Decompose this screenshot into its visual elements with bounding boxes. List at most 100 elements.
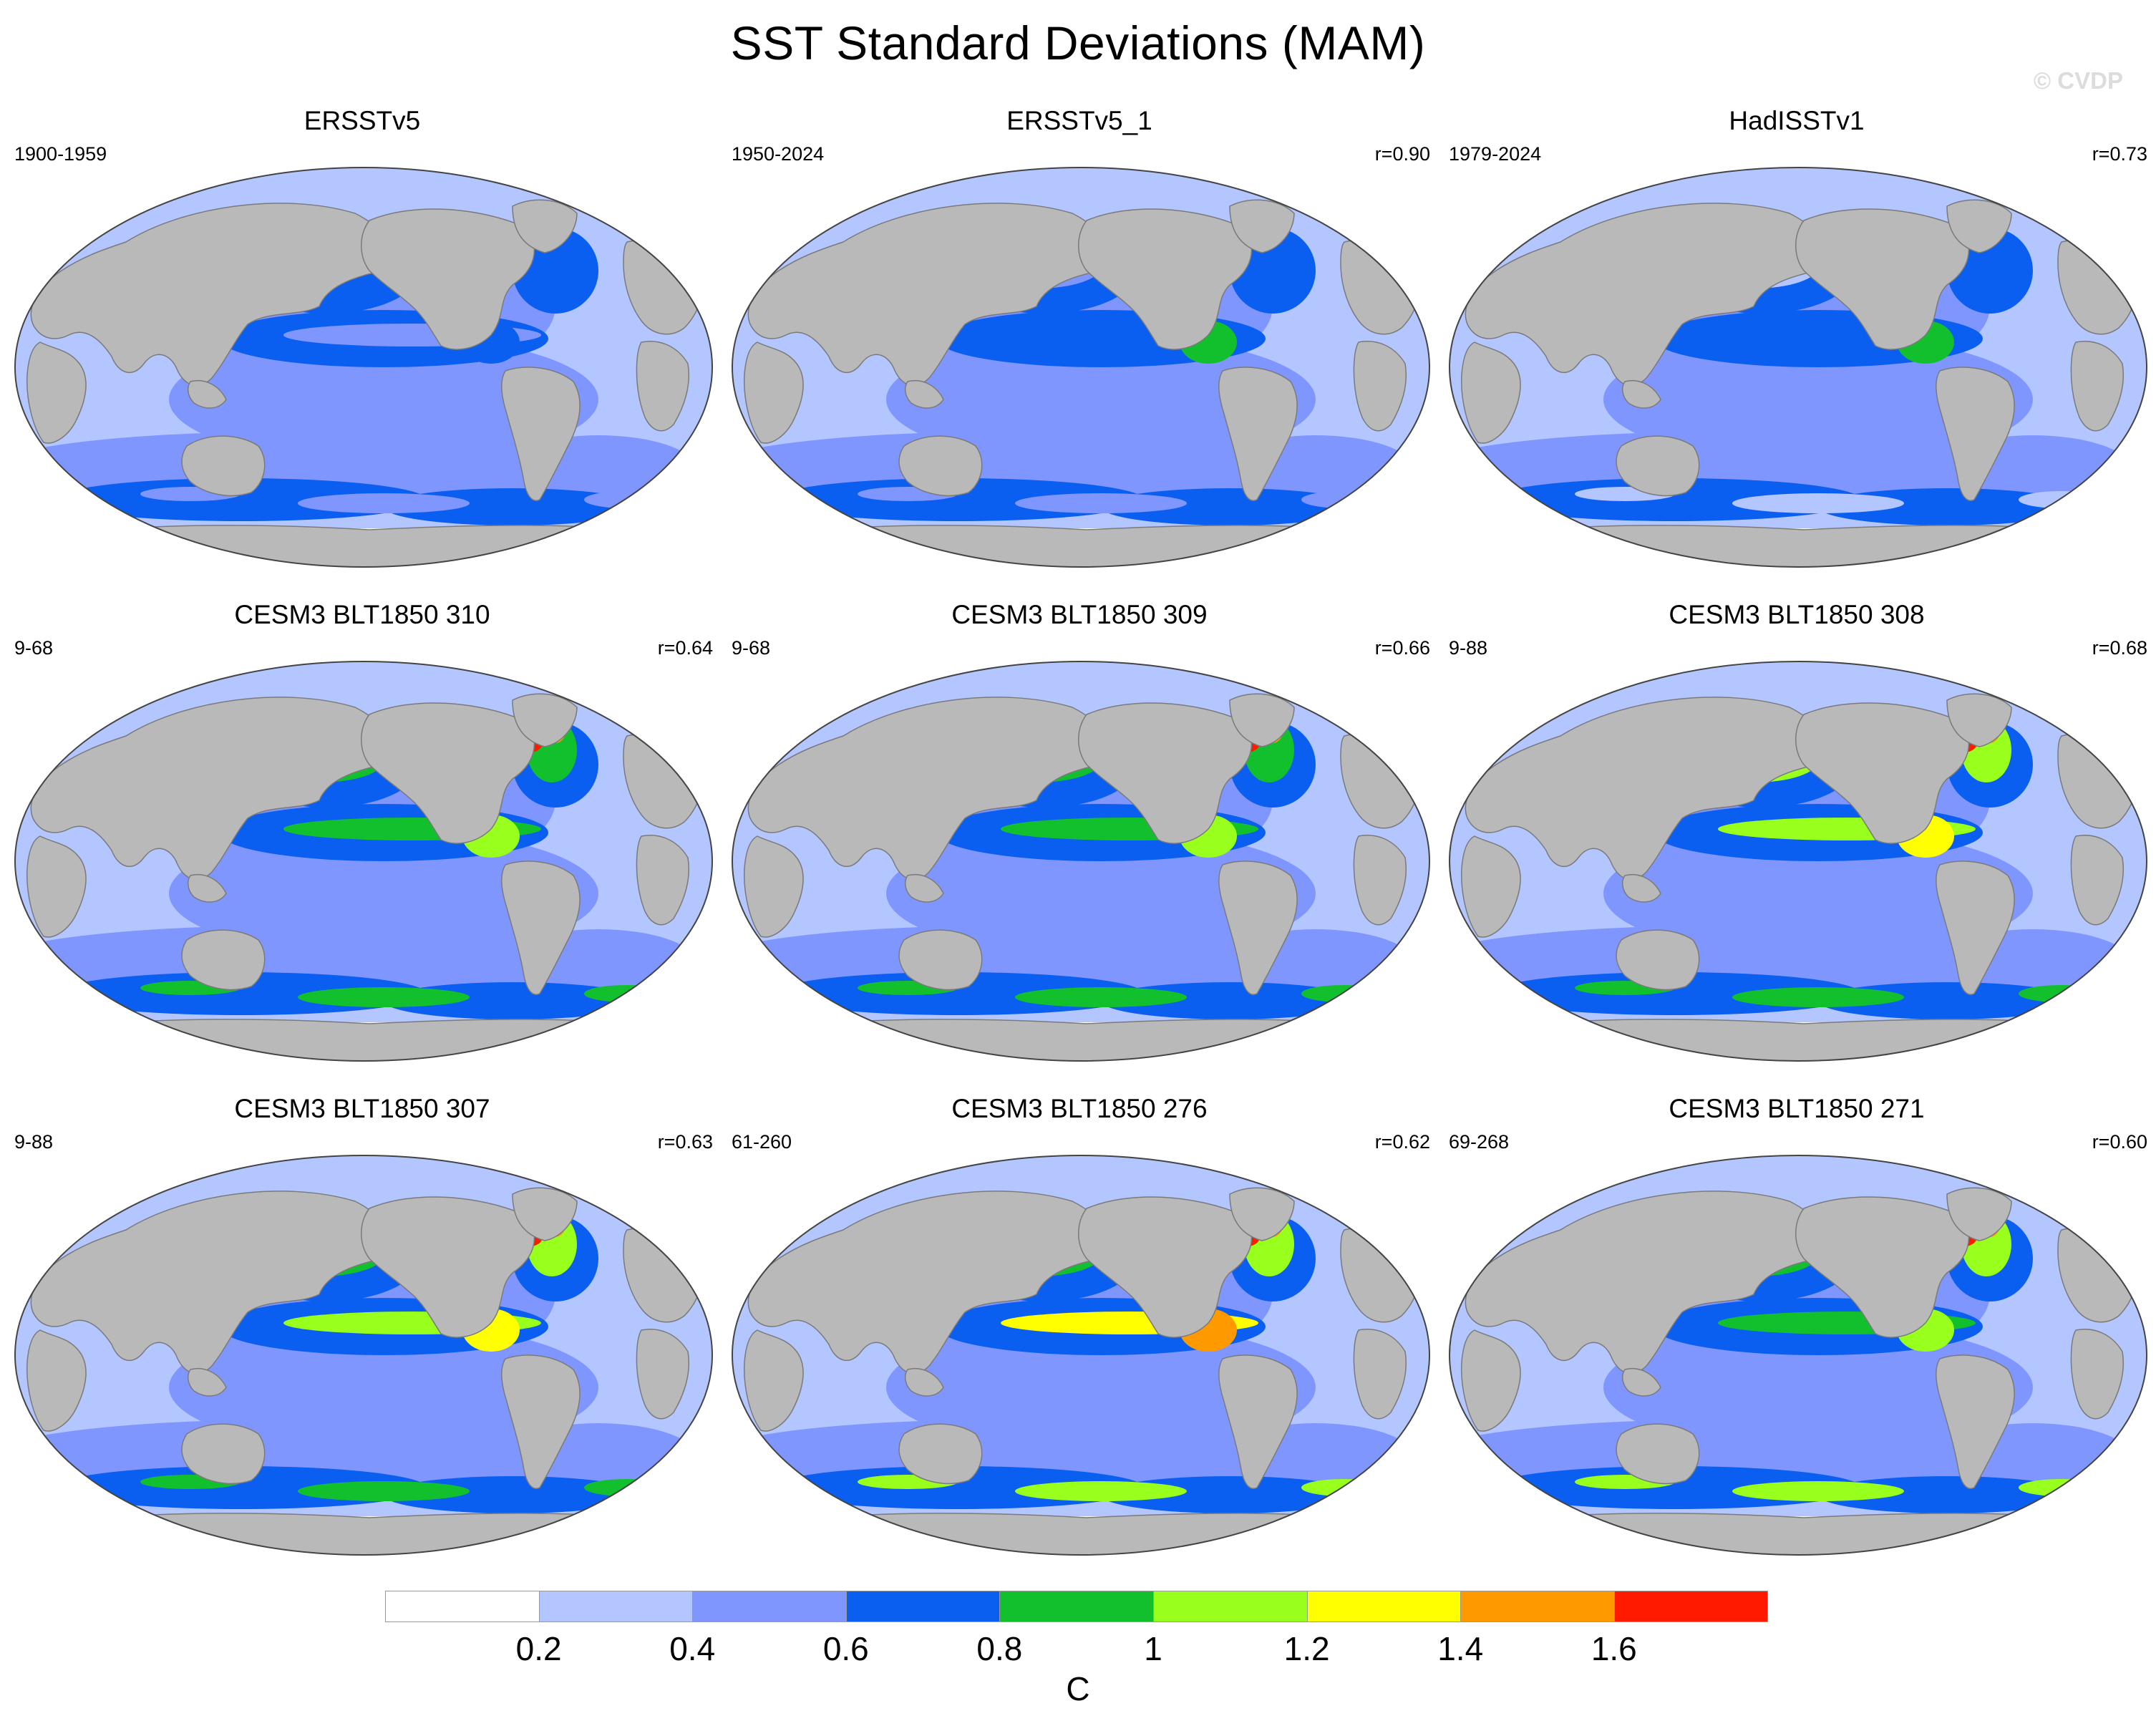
land-samerica [1218, 367, 1298, 501]
land-namerica [1795, 1196, 1970, 1338]
colorbar-tick-label: 1.4 [1437, 1630, 1484, 1667]
land-samerica [501, 367, 581, 501]
panel-title: CESM3 BLT1850 307 [234, 1094, 490, 1123]
globe-map [14, 1155, 713, 1556]
land-antarctica [771, 1513, 1395, 1555]
land-namerica [1795, 702, 1970, 844]
panel-title: CESM3 BLT1850 310 [234, 600, 490, 629]
land-africa2 [636, 835, 690, 926]
land-africa2 [2070, 835, 2125, 926]
panel-title: CESM3 BLT1850 271 [1669, 1094, 1925, 1123]
globe-outline [732, 1155, 1430, 1556]
land-namerica [361, 208, 535, 350]
map-panel: CESM3 BLT1850 309 9-68 r=0.66 [722, 600, 1437, 1065]
panel-period: 9-88 [14, 1131, 54, 1153]
land-antarctica [771, 525, 1395, 567]
land-africa2 [2070, 341, 2125, 432]
land-greenland [512, 199, 578, 253]
panel-title: HadISSTv1 [1729, 106, 1865, 135]
map-panel: CESM3 BLT1850 276 61-260 r=0.62 [722, 1094, 1437, 1559]
land-greenland [1946, 1187, 2012, 1241]
land-australia [181, 1423, 266, 1485]
land-seasia [187, 1368, 227, 1397]
panel-title: CESM3 BLT1850 309 [951, 600, 1208, 629]
land-africa [1460, 341, 1521, 444]
land-africa [1460, 835, 1521, 938]
land-africa [26, 1329, 87, 1432]
land-africa [26, 835, 87, 938]
land-australia [1616, 929, 1700, 991]
panel-correlation: r=0.66 [1374, 637, 1430, 659]
land-africa2 [1353, 1329, 1407, 1420]
land-seasia [187, 380, 227, 409]
colorbar-tick-label: 1 [1144, 1630, 1162, 1667]
land-samerica [501, 1354, 581, 1489]
globe-outline [14, 167, 713, 568]
globe-map [1449, 1155, 2147, 1556]
land-antarctica [771, 1019, 1395, 1061]
globe-outline [14, 661, 713, 1062]
colorbar-box [692, 1591, 847, 1622]
land-africa [743, 1329, 804, 1432]
colorbar-tick-label: 0.2 [515, 1630, 562, 1667]
colorbar [385, 1591, 1769, 1624]
panel-correlation: r=0.62 [1374, 1131, 1430, 1153]
colorbar-box [999, 1591, 1154, 1622]
land-seasia [1621, 874, 1661, 903]
panel-correlation: r=0.64 [657, 637, 713, 659]
land-namerica [361, 1196, 535, 1338]
globe-map [732, 661, 1430, 1062]
land-africa2 [1353, 835, 1407, 926]
globe-map [1449, 661, 2147, 1062]
land-africa2 [2070, 1329, 2125, 1420]
land-seasia [904, 380, 944, 409]
land-africa2 [636, 341, 690, 432]
panel-title: ERSSTv5_1 [1006, 106, 1152, 135]
panel-period: 9-68 [732, 637, 771, 659]
land-greenland [512, 693, 578, 747]
globe-map [732, 1155, 1430, 1556]
globe-outline [1449, 661, 2147, 1062]
panel-period: 69-268 [1449, 1131, 1510, 1153]
land-seasia [187, 874, 227, 903]
panel-correlation: r=0.60 [2092, 1131, 2147, 1153]
land-africa [743, 835, 804, 938]
globe-map [1449, 167, 2147, 568]
globe-map [732, 167, 1430, 568]
land-antarctica [1488, 1019, 2112, 1061]
map-panel: ERSSTv5 1900-1959 [4, 106, 720, 571]
land-australia [898, 435, 983, 497]
colorbar-box [1613, 1591, 1769, 1622]
colorbar-tick-label: 0.8 [976, 1630, 1023, 1667]
land-antarctica [1488, 1513, 2112, 1555]
land-namerica [1078, 208, 1253, 350]
colorbar-box [1306, 1591, 1462, 1622]
land-antarctica [54, 1513, 678, 1555]
colorbar-box [1153, 1591, 1308, 1622]
panel-title: ERSSTv5 [304, 106, 421, 135]
globe-outline [732, 661, 1430, 1062]
panel-correlation: r=0.63 [657, 1131, 713, 1153]
land-samerica [1936, 367, 2015, 501]
land-samerica [1218, 860, 1298, 995]
land-australia [1616, 1423, 1700, 1485]
panel-title: CESM3 BLT1850 308 [1669, 600, 1925, 629]
land-australia [181, 435, 266, 497]
land-africa [26, 341, 87, 444]
panel-period: 9-68 [14, 637, 54, 659]
land-antarctica [54, 525, 678, 567]
colorbar-box [538, 1591, 694, 1622]
land-samerica [1936, 1354, 2015, 1489]
colorbar-box [1460, 1591, 1615, 1622]
globe-map [14, 661, 713, 1062]
globe-outline [1449, 1155, 2147, 1556]
land-namerica [1795, 208, 1970, 350]
colorbar-tick-label: 0.4 [669, 1630, 716, 1667]
land-australia [898, 929, 983, 991]
colorbar-box [845, 1591, 1001, 1622]
land-africa2 [636, 1329, 690, 1420]
land-australia [181, 929, 266, 991]
panel-period: 1979-2024 [1449, 143, 1542, 165]
cvdp-watermark: © CVDP [2033, 67, 2123, 94]
land-antarctica [1488, 525, 2112, 567]
